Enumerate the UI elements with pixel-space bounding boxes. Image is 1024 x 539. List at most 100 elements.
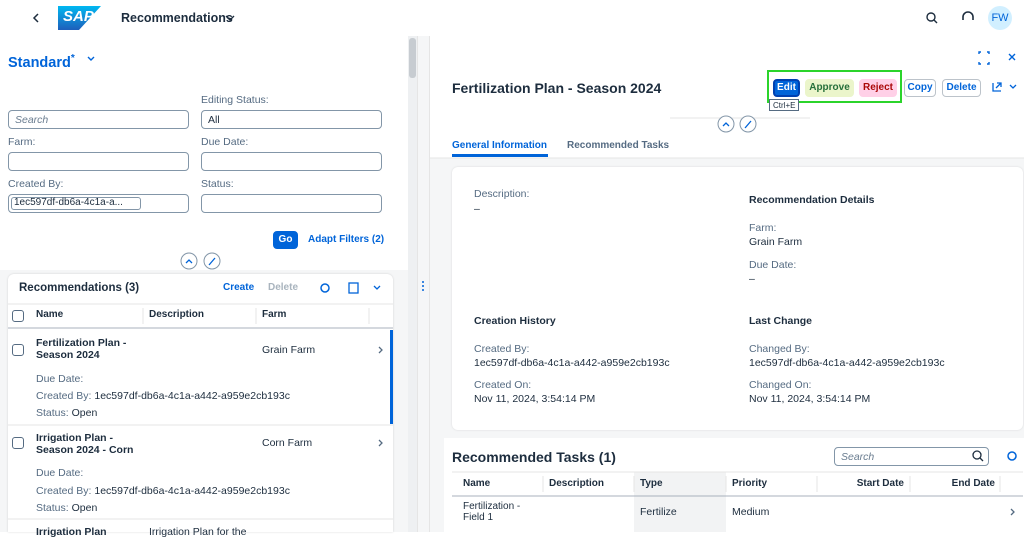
splitter-grip[interactable] bbox=[422, 289, 424, 291]
input-field[interactable] bbox=[8, 152, 189, 171]
select-all-checkbox[interactable] bbox=[12, 310, 24, 322]
row-navigation[interactable] bbox=[1010, 508, 1015, 516]
highlight-box bbox=[767, 70, 902, 103]
row-navigation[interactable] bbox=[378, 439, 383, 447]
row-checkbox[interactable] bbox=[12, 344, 24, 356]
select-field[interactable]: All bbox=[201, 110, 382, 129]
column-header[interactable]: End Date bbox=[951, 478, 995, 489]
column-header[interactable]: Name bbox=[36, 309, 64, 320]
group-title: Last Change bbox=[749, 315, 813, 327]
field-value: – bbox=[474, 203, 480, 215]
approve-button[interactable]: Approve bbox=[805, 79, 854, 97]
tab-active[interactable]: General Information bbox=[452, 140, 548, 151]
field-label: Due Date: bbox=[201, 136, 249, 148]
row-name[interactable]: Irrigation Plan bbox=[36, 526, 107, 538]
row-navigation[interactable] bbox=[378, 346, 383, 354]
fullscreen-icon[interactable] bbox=[978, 51, 990, 65]
row-detail: Status: Open bbox=[36, 501, 97, 515]
list-card bbox=[8, 274, 393, 532]
splitter-grip[interactable] bbox=[422, 281, 424, 283]
row-detail-label: Created By: bbox=[36, 390, 92, 402]
column-header[interactable]: Description bbox=[549, 478, 605, 489]
search-placeholder: Search bbox=[841, 451, 875, 463]
collapse-header-button[interactable] bbox=[717, 115, 735, 133]
row-detail-label: Due Date: bbox=[36, 373, 84, 385]
left-scrollbar bbox=[408, 36, 417, 532]
pin-icon bbox=[208, 257, 216, 266]
export-icon[interactable] bbox=[348, 282, 359, 294]
back-icon[interactable] bbox=[32, 13, 39, 23]
tasks-search-field[interactable]: Search bbox=[834, 447, 989, 466]
token[interactable] bbox=[11, 197, 141, 210]
object-title: Fertilization Plan - Season 2024 bbox=[452, 80, 662, 96]
search-placeholder: Search bbox=[15, 114, 49, 126]
column-header[interactable]: Description bbox=[149, 309, 205, 320]
scroll-thumb bbox=[409, 38, 416, 78]
row-detail-label: Due Date: bbox=[36, 467, 84, 479]
field-label: Created By: bbox=[8, 178, 64, 190]
settings-icon[interactable] bbox=[1007, 451, 1017, 461]
column-header[interactable]: Farm bbox=[262, 309, 287, 320]
splitter[interactable] bbox=[417, 36, 430, 532]
row-detail-label: Status: bbox=[36, 502, 69, 514]
column-header[interactable]: Type bbox=[640, 478, 663, 489]
share-menu-chevron[interactable] bbox=[1009, 84, 1017, 89]
task-type: Fertilize bbox=[640, 506, 677, 518]
field-label: Status: bbox=[201, 178, 234, 190]
field-label: Farm: bbox=[8, 136, 36, 148]
field-label: Editing Status: bbox=[201, 94, 269, 106]
avatar-initials[interactable]: FW bbox=[991, 12, 1009, 24]
general-card bbox=[452, 167, 1023, 430]
selected-row-indicator bbox=[390, 330, 393, 424]
edit-button[interactable]: Edit bbox=[773, 79, 800, 97]
row-farm: Grain Farm bbox=[262, 344, 316, 356]
token-field[interactable]: 1ec597df-db6a-4c1a-a... bbox=[8, 194, 189, 213]
app-title[interactable]: Recommendations bbox=[121, 11, 233, 25]
variant-text: Standard bbox=[8, 54, 71, 71]
export-menu-chevron[interactable] bbox=[373, 285, 381, 290]
variant-modified: * bbox=[70, 53, 75, 64]
help-icon[interactable] bbox=[962, 11, 974, 20]
row-name[interactable]: Irrigation Plan - Season 2024 - Corn bbox=[36, 432, 134, 456]
row-detail-value: Open bbox=[71, 502, 98, 514]
tab[interactable]: Recommended Tasks bbox=[567, 140, 670, 151]
sap-logo-shape bbox=[58, 6, 101, 30]
splitter-grip[interactable] bbox=[422, 285, 424, 287]
field-value: Nov 11, 2024, 3:54:14 PM bbox=[749, 393, 871, 405]
field-value: Nov 11, 2024, 3:54:14 PM bbox=[474, 393, 596, 405]
copy-button[interactable]: Copy bbox=[904, 79, 936, 97]
input-field[interactable] bbox=[201, 152, 382, 171]
column-header[interactable]: Start Date bbox=[856, 478, 904, 489]
collapse-header-button[interactable] bbox=[180, 252, 198, 270]
pin-icon bbox=[744, 120, 752, 129]
variant-name[interactable]: Standard* bbox=[8, 50, 75, 72]
search-field[interactable]: Search bbox=[8, 110, 189, 129]
column-header[interactable]: Priority bbox=[732, 478, 768, 489]
variant-chevron[interactable] bbox=[87, 56, 95, 61]
row-detail-value: 1ec597df-db6a-4c1a-a442-a959e2cb193c bbox=[94, 485, 290, 497]
close-icon[interactable] bbox=[1008, 53, 1016, 61]
task-name[interactable]: Fertilization - Field 1 bbox=[463, 501, 521, 523]
search-icon-handle bbox=[933, 19, 938, 24]
go-button[interactable]: Go bbox=[273, 231, 298, 249]
active-tab-indicator bbox=[452, 154, 548, 157]
search-icon[interactable] bbox=[926, 12, 936, 22]
row-name[interactable]: Fertilization Plan - Season 2024 bbox=[36, 337, 127, 361]
tasks-search-icon[interactable] bbox=[972, 450, 982, 460]
task-priority: Medium bbox=[732, 506, 770, 518]
select-field[interactable] bbox=[201, 194, 382, 213]
token-text: 1ec597df-db6a-4c1a-a... bbox=[14, 197, 123, 208]
settings-icon[interactable] bbox=[320, 283, 330, 293]
title-chevron[interactable] bbox=[225, 15, 235, 21]
share-icon[interactable] bbox=[992, 82, 1002, 92]
create-button[interactable]: Create bbox=[223, 282, 255, 293]
column-header[interactable]: Name bbox=[463, 478, 491, 489]
adapt-filters-button[interactable]: Adapt Filters (2) bbox=[308, 234, 385, 245]
avatar-circle[interactable] bbox=[988, 6, 1012, 30]
row-detail-value: Open bbox=[71, 407, 98, 419]
row-checkbox[interactable] bbox=[12, 437, 24, 449]
delete-button[interactable]: Delete bbox=[942, 79, 981, 97]
reject-button[interactable]: Reject bbox=[859, 79, 897, 97]
